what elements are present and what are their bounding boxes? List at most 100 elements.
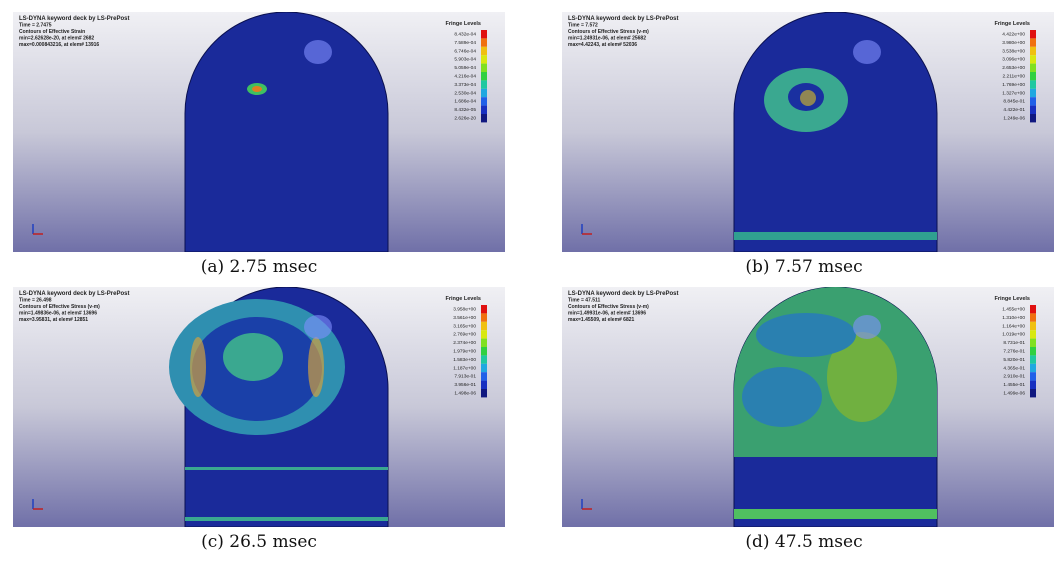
fringe-level: 1.327e+00: [1002, 90, 1025, 96]
fringe-swatch: [481, 72, 487, 81]
header-text: min=1.24931e-06, at elem# 25682: [568, 36, 646, 42]
fringe-level: 2.530e-04: [454, 90, 476, 96]
fringe-swatch: [481, 389, 487, 398]
fringe-level: 1.769e+00: [1002, 82, 1025, 88]
fringe-level: 7.913e-01: [454, 374, 476, 380]
contour: [827, 332, 897, 422]
fringe-level: 1.455e+00: [1002, 307, 1025, 313]
fringe-swatch: [1030, 30, 1036, 39]
fringe-level: 1.686e-04: [454, 99, 476, 105]
fringe-level: 2.374e+00: [453, 340, 476, 346]
fringe-swatch: [1030, 97, 1036, 106]
fringe-swatch: [481, 305, 487, 314]
fringe-level: 3.373e-04: [454, 82, 476, 88]
fringe-swatch: [1030, 389, 1036, 398]
fringe-level: 3.096e+00: [1002, 57, 1025, 63]
fringe-level: 5.903e-04: [454, 57, 476, 63]
header-text: LS-DYNA keyword deck by LS-PrePost: [568, 16, 678, 22]
fringe-level: 7.276e-01: [1003, 349, 1025, 355]
fringe-level: 1.249e-06: [1003, 116, 1025, 122]
fringe-level: 4.422e+00: [1002, 32, 1025, 38]
fringe-swatch: [1030, 313, 1036, 322]
fringe-level: 3.165e+00: [453, 323, 476, 329]
contour: [734, 232, 937, 240]
fringe-level: 7.589e-04: [454, 40, 476, 46]
fringe-level: 5.820e-01: [1003, 357, 1025, 363]
vessel: [184, 12, 389, 252]
caption: (b) 7.57 msec: [745, 257, 863, 277]
header-text: Contours of Effective Stress (v-m): [568, 29, 649, 35]
legend-title: Fringe Levels: [995, 21, 1030, 27]
highlight: [304, 315, 332, 339]
fringe-level: 4.216e-04: [454, 74, 476, 80]
fringe-level: 4.365e-01: [1003, 365, 1025, 371]
fringe-swatch: [481, 38, 487, 47]
header-text: min=2.62628e-20, at elem# 2682: [19, 36, 94, 42]
legend-title: Fringe Levels: [446, 21, 481, 27]
fringe-swatch: [481, 63, 487, 72]
fringe-swatch: [1030, 355, 1036, 364]
fringe-swatch: [481, 97, 487, 106]
fringe-level: 2.769e+00: [453, 332, 476, 338]
legend-title: Fringe Levels: [446, 296, 481, 302]
fringe-level: 2.626e-20: [454, 116, 476, 122]
contour: [800, 90, 816, 106]
highlight: [304, 40, 332, 64]
header-text: LS-DYNA keyword deck by LS-PrePost: [568, 291, 678, 297]
header-text: Contours of Effective Stress (v-m): [19, 304, 100, 310]
contour: [190, 337, 206, 397]
contour: [308, 337, 324, 397]
fringe-swatch: [1030, 80, 1036, 89]
fringe-swatch: [1030, 88, 1036, 98]
fringe-level: 4.422e-01: [1003, 107, 1025, 113]
header-text: Time = 47.511: [568, 298, 601, 304]
fringe-swatch: [1030, 72, 1036, 81]
fringe-level: 1.583e+00: [453, 357, 476, 363]
fringe-swatch: [1030, 105, 1036, 114]
caption: (d) 47.5 msec: [745, 532, 863, 552]
fringe-swatch: [481, 46, 487, 56]
fringe-level: 6.746e-04: [454, 48, 476, 54]
fringe-swatch: [1030, 363, 1036, 373]
fringe-swatch: [1030, 338, 1036, 347]
fringe-swatch: [1030, 63, 1036, 72]
header-text: Contours of Effective Stress (v-m): [568, 304, 649, 310]
fringe-swatch: [481, 313, 487, 322]
fringe-swatch: [481, 347, 487, 356]
fringe-level: 8.432e-05: [454, 107, 476, 113]
header-text: Time = 26.498: [19, 298, 52, 304]
contour: [223, 333, 283, 381]
fringe-level: 3.956e-01: [454, 382, 476, 388]
fringe-level: 8.845e-01: [1003, 99, 1025, 105]
fringe-level: 3.538e+00: [1002, 48, 1025, 54]
fringe-level: 1.498e-06: [454, 391, 476, 397]
fringe-level: 1.979e+00: [453, 349, 476, 355]
fringe-level: 2.910e-01: [1003, 374, 1025, 380]
fringe-swatch: [481, 363, 487, 373]
contour: [734, 509, 937, 519]
fringe-swatch: [1030, 380, 1036, 389]
fringe-level: 1.499e-06: [1003, 391, 1025, 397]
contour: [252, 86, 262, 92]
fringe-swatch: [481, 380, 487, 389]
fringe-level: 2.211e+00: [1003, 74, 1026, 80]
contour: [742, 367, 822, 427]
header-text: max=3.95831, at elem# 12851: [19, 317, 88, 323]
header-text: Contours of Effective Strain: [19, 29, 85, 35]
header-text: Time = 2.7475: [19, 23, 52, 29]
highlight: [853, 40, 881, 64]
fringe-swatch: [481, 114, 487, 123]
fringe-level: 1.164e+00: [1002, 323, 1025, 329]
contour: [185, 467, 388, 470]
header-text: min=1.49931e-06, at elem# 13696: [568, 311, 646, 317]
legend-title: Fringe Levels: [995, 296, 1030, 302]
fringe-swatch: [1030, 38, 1036, 47]
header-text: min=1.49836e-06, at elem# 13696: [19, 311, 97, 317]
fringe-swatch: [1030, 305, 1036, 314]
fringe-level: 2.653e+00: [1002, 65, 1025, 71]
fringe-swatch: [1030, 114, 1036, 123]
